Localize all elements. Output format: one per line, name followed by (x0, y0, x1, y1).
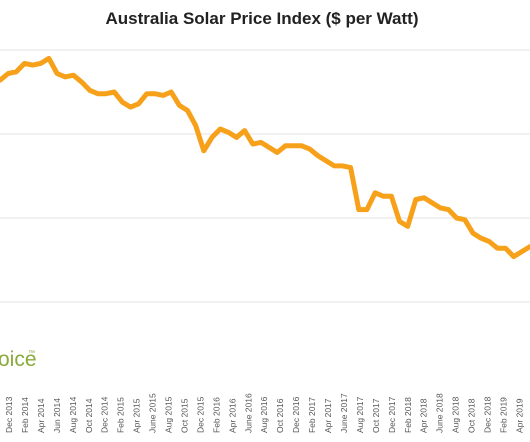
x-tick-label: Aug 2017 (355, 396, 365, 433)
chart-title: Australia Solar Price Index ($ per Watt) (105, 9, 418, 28)
x-tick-label: Oct 2014 (84, 398, 94, 433)
x-tick-label: Apr 2017 (323, 398, 333, 433)
series-group (0, 55, 530, 260)
x-tick-label: June 2015 (148, 393, 158, 433)
x-tick-label: Aug 2018 (451, 396, 461, 433)
x-tick-label: Dec 2018 (483, 396, 493, 433)
x-tick-label: Dec 2013 (4, 396, 14, 433)
x-tick-label: Apr 2019 (514, 398, 524, 433)
x-tick-label: Feb 2018 (403, 397, 413, 433)
gridlines (0, 49, 530, 303)
x-tick-label: Oct 2016 (275, 398, 285, 433)
x-tick-label: Jun 2014 (52, 398, 62, 433)
watermark-text: oice (0, 348, 37, 371)
x-tick-label: Aug 2015 (164, 396, 174, 433)
x-tick-label: Aug 2016 (259, 396, 269, 433)
x-tick-label: Dec 2016 (291, 396, 301, 433)
x-tick-label: Feb 2015 (116, 397, 126, 433)
x-tick-label: Apr 2014 (36, 398, 46, 433)
x-tick-label: Oct 2015 (179, 398, 189, 433)
x-tick-label: Apr 2015 (132, 398, 142, 433)
x-tick-label: Apr 2016 (227, 398, 237, 433)
x-tick-label: June 2018 (435, 393, 445, 433)
x-axis-ticks: Dec 2013 Feb 2014 Apr 2014 Jun 2014 Aug 2014… (4, 393, 524, 433)
x-tick-label: June 2016 (243, 393, 253, 433)
x-tick-label: Dec 2015 (195, 396, 205, 433)
watermark-logo: oice ™ (0, 348, 37, 371)
series-line (0, 55, 530, 260)
x-tick-label: Feb 2016 (211, 397, 221, 433)
x-tick-label: Oct 2018 (467, 398, 477, 433)
x-tick-label: Feb 2014 (20, 397, 30, 433)
x-tick-label: Feb 2017 (307, 397, 317, 433)
watermark-trademark: ™ (28, 350, 35, 357)
x-tick-label: Aug 2014 (68, 396, 78, 433)
x-tick-label: June 2017 (339, 393, 349, 433)
x-tick-label: Oct 2017 (371, 398, 381, 433)
x-tick-label: Apr 2018 (419, 398, 429, 433)
x-tick-label: Dec 2017 (387, 396, 397, 433)
x-tick-label: Dec 2014 (100, 396, 110, 433)
x-tick-label: Feb 2019 (498, 397, 508, 433)
